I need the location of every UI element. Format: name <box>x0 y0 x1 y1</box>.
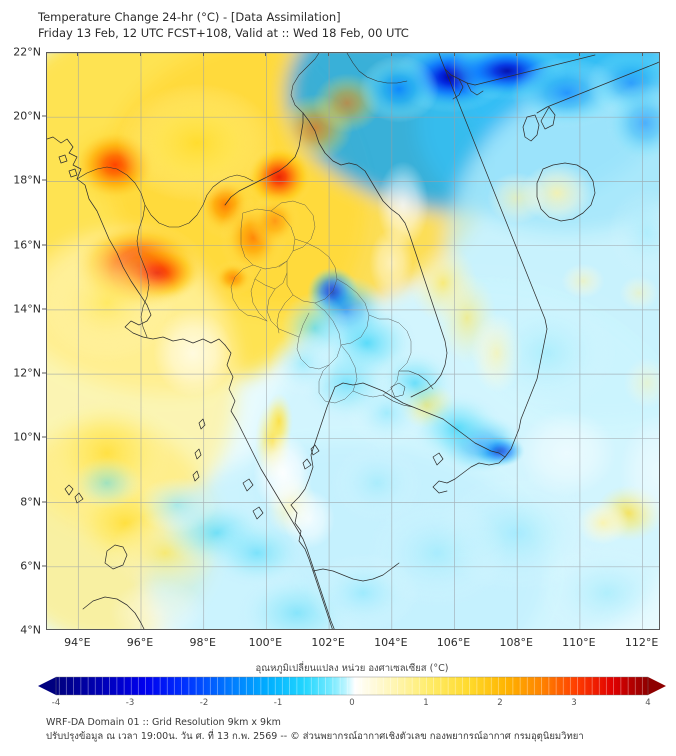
colorbar-label: อุณหภูมิเปลี่ยนแปลง หน่วย องศาเซลเซียส (… <box>255 663 449 674</box>
footer-line-model: WRF-DA Domain 01 :: Grid Resolution 9km … <box>46 717 281 728</box>
colorbar-tick-minus1: -1 <box>273 698 283 708</box>
xtick-mark <box>140 52 141 56</box>
footer-block: WRF-DA Domain 01 :: Grid Resolution 9km … <box>46 716 666 744</box>
xtick-label-100e: 100°E <box>248 636 283 649</box>
map-frame <box>46 52 660 630</box>
ytick-mark <box>42 179 46 181</box>
map-plot-area: 22°N 20°N 18°N 16°N 14°N 12°N 10°N 8°N 6… <box>13 46 660 649</box>
ytick-label-20n: 20°N <box>13 109 41 123</box>
ytick-label-12n: 12°N <box>13 366 41 380</box>
ytick-label-8n: 8°N <box>20 495 41 509</box>
chart-title-line-1: Temperature Change 24-hr (°C) - [Data As… <box>38 10 341 24</box>
colorbar-tick-minus4: -4 <box>51 698 61 708</box>
colorbar-tick-plus1: 1 <box>423 698 429 708</box>
xtick-mark <box>516 52 518 56</box>
ytick-label-6n: 6°N <box>20 559 41 573</box>
footer-line-credit: ปรับปรุงข้อมูล ณ เวลา 19:00น. วัน ศ. ที่… <box>46 731 584 742</box>
coastlines-layer <box>47 53 659 629</box>
xtick-label-112e: 112°E <box>624 636 659 649</box>
colorbar-gradient <box>38 676 666 696</box>
ytick-mark <box>42 244 46 246</box>
temperature-anomaly-map <box>47 53 659 629</box>
ytick-mark <box>42 115 46 117</box>
ytick-label-14n: 14°N <box>13 302 41 316</box>
colorbar-tick-minus2: -2 <box>199 698 209 708</box>
colorbar-tick-minus3: -3 <box>125 698 135 708</box>
xtick-mark <box>390 52 392 56</box>
xtick-label-106e: 106°E <box>436 636 471 649</box>
ytick-mark <box>42 565 46 567</box>
ytick-mark <box>42 308 46 310</box>
xtick-label-110e: 110°E <box>562 636 596 649</box>
ytick-mark <box>42 436 46 438</box>
xtick-mark <box>641 52 643 56</box>
chart-title-block: Temperature Change 24-hr (°C) - [Data As… <box>38 9 638 41</box>
colorbar-tick-plus4: 4 <box>645 698 651 708</box>
xtick-label-98e: 98°E <box>189 636 216 649</box>
xtick-label-102e: 102°E <box>311 636 345 649</box>
ytick-mark <box>42 372 46 374</box>
xtick-label-94e: 94°E <box>64 636 91 649</box>
colorbar-tick-zero: 0 <box>349 698 355 708</box>
xtick-label-108e: 108°E <box>499 636 533 649</box>
chart-title-line-2: Friday 13 Feb, 12 UTC FCST+108, Valid at… <box>38 26 409 40</box>
ytick-label-16n: 16°N <box>13 238 41 252</box>
xtick-mark <box>453 52 455 56</box>
ytick-label-4n: 4°N <box>20 623 41 637</box>
xtick-mark <box>578 52 580 56</box>
xtick-label-104e: 104°E <box>374 636 408 649</box>
ytick-label-10n: 10°N <box>13 430 41 444</box>
xtick-label-96e: 96°E <box>126 636 154 649</box>
ytick-label-18n: 18°N <box>13 173 41 187</box>
colorbar: อุณหภูมิเปลี่ยนแปลง หน่วย องศาเซลเซียส (… <box>38 663 666 709</box>
xtick-mark <box>202 52 204 56</box>
xtick-mark <box>328 52 330 56</box>
xtick-mark <box>77 52 79 56</box>
ytick-mark <box>42 501 46 503</box>
ytick-label-22n: 22°N <box>13 45 41 59</box>
colorbar-tick-plus2: 2 <box>497 698 503 708</box>
colorbar-tick-plus3: 3 <box>571 698 577 708</box>
xtick-mark <box>265 52 267 56</box>
